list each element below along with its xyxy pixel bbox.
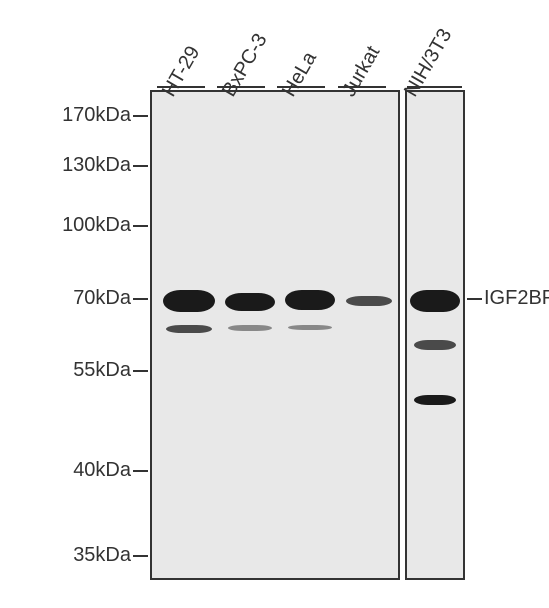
mw-label: 40kDa: [73, 459, 131, 482]
band: [410, 290, 460, 312]
mw-tick: [133, 555, 148, 557]
mw-tick: [133, 470, 148, 472]
mw-label: 70kDa: [73, 287, 131, 310]
lane-underline: [157, 86, 205, 88]
band: [414, 340, 456, 350]
band: [346, 296, 392, 306]
mw-label: 100kDa: [62, 214, 131, 237]
mw-tick: [133, 115, 148, 117]
mw-tick: [133, 225, 148, 227]
lane-underline: [217, 86, 265, 88]
mw-label: 170kDa: [62, 104, 131, 127]
band: [414, 395, 456, 405]
lane-underline: [407, 86, 462, 88]
lane-underline: [338, 86, 386, 88]
band: [285, 290, 335, 310]
band: [225, 293, 275, 311]
mw-label: 35kDa: [73, 544, 131, 567]
band: [288, 325, 332, 330]
western-blot-figure: HT-29 BxPC-3 HeLa Jurkat NIH/3T3 170kDa …: [0, 0, 549, 608]
mw-label: 130kDa: [62, 154, 131, 177]
mw-tick: [133, 370, 148, 372]
band: [163, 290, 215, 312]
mw-tick: [133, 165, 148, 167]
band: [228, 325, 272, 331]
target-tick: [467, 298, 482, 300]
mw-tick: [133, 298, 148, 300]
lane-underline: [277, 86, 325, 88]
blot-panel-main: [150, 90, 400, 580]
band: [166, 325, 212, 333]
mw-label: 55kDa: [73, 359, 131, 382]
blot-panel-right: [405, 90, 465, 580]
target-label: IGF2BP2: [484, 287, 549, 310]
